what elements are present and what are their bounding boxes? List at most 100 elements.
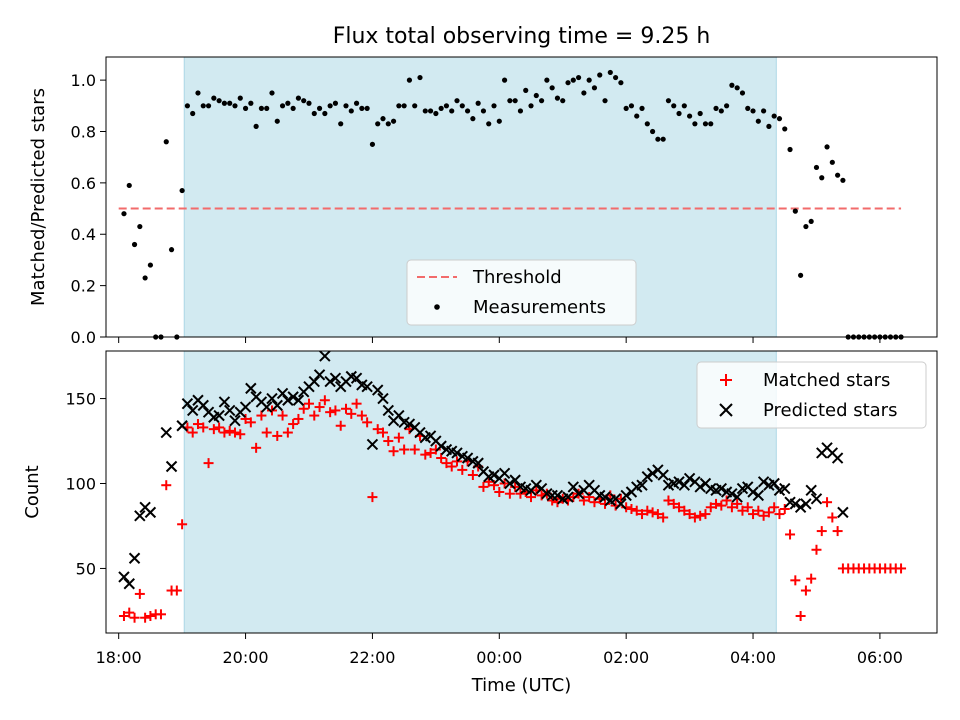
matched-star-point <box>816 526 827 537</box>
measurement-point <box>131 241 138 248</box>
matched-star-point <box>510 481 521 492</box>
matched-star-point <box>192 419 203 430</box>
measurement-point <box>285 100 291 106</box>
predicted-x-b <box>345 370 357 383</box>
measurement-point <box>369 141 376 147</box>
predicted-x-b <box>461 452 474 464</box>
measurement-point <box>660 136 666 142</box>
measurement-point <box>739 90 746 96</box>
measurement-point <box>782 126 788 132</box>
predicted-star-point <box>123 578 135 590</box>
matched-star-point <box>763 507 774 518</box>
matched-star-point <box>568 492 579 503</box>
measurement-point <box>496 118 502 124</box>
measurement-point <box>190 110 196 117</box>
matched-star-point <box>737 505 748 516</box>
measurement-point <box>137 223 143 230</box>
matched-star-point <box>335 420 346 431</box>
matched-star-point <box>346 408 357 419</box>
matched-star-point <box>330 405 341 416</box>
predicted-x-b <box>255 396 268 408</box>
measurement-point <box>486 121 492 127</box>
predicted-x-b <box>139 501 151 513</box>
top-ytick-label: 1.0 <box>71 71 96 90</box>
measurement-point <box>359 105 365 111</box>
predicted-x-b <box>779 482 791 495</box>
predicted-x-b <box>678 479 691 491</box>
measurement-point <box>412 103 418 109</box>
measurement-point <box>623 105 629 111</box>
measurement-point <box>634 113 640 119</box>
predicted-x-b <box>620 489 632 502</box>
measurement-point <box>332 100 339 106</box>
measurement-point <box>227 100 233 106</box>
measurement-point <box>179 187 185 194</box>
xtick-label: 18:00 <box>96 648 142 667</box>
predicted-x-b <box>218 396 231 408</box>
predicted-x-b <box>715 482 728 495</box>
predicted-x-b <box>393 409 405 422</box>
measurement-point <box>375 121 381 127</box>
measurement-point <box>612 74 619 81</box>
measurement-point <box>618 80 624 86</box>
measurement-point <box>417 74 423 81</box>
measurement-point <box>163 139 169 145</box>
predicted-star-point <box>366 438 379 451</box>
predicted-star-point <box>144 506 157 519</box>
predicted-x-b <box>372 384 384 396</box>
matched-star-point <box>457 464 468 475</box>
predicted-x-b <box>266 392 278 405</box>
predicted-x-b <box>699 477 712 490</box>
predicted-star-point <box>329 372 342 384</box>
matched-star-point <box>600 498 611 509</box>
measurement-point <box>126 182 132 189</box>
measurement-point <box>676 110 682 117</box>
matched-star-point <box>483 476 494 487</box>
predicted-star-point <box>382 404 394 417</box>
predicted-x-b <box>409 421 421 434</box>
predicted-star-point <box>768 477 780 490</box>
predicted-x-b <box>657 469 669 481</box>
predicted-x-b <box>186 404 199 417</box>
predicted-star-point <box>567 481 580 493</box>
predicted-star-point <box>488 469 500 481</box>
legend-threshold-label: Threshold <box>472 267 562 288</box>
predicted-star-point <box>562 491 574 503</box>
predicted-x-b <box>287 391 299 403</box>
measurement-point <box>427 108 434 114</box>
predicted-x-b <box>551 489 564 502</box>
matched-star-point <box>399 444 410 455</box>
predicted-x-b <box>276 387 289 400</box>
top-x-ticks <box>118 337 881 343</box>
predicted-x-b <box>498 467 511 480</box>
matched-star-point <box>298 403 309 414</box>
matched-star-point <box>251 442 262 453</box>
measurement-point <box>829 159 835 165</box>
predicted-x-b <box>705 482 717 495</box>
measurement-point <box>718 108 724 114</box>
predicted-x-b <box>673 476 685 488</box>
predicted-star-point <box>223 404 236 417</box>
matched-star-point <box>288 419 299 430</box>
predicted-x-b <box>747 486 759 498</box>
matched-star-point <box>452 456 463 467</box>
matched-star-point <box>325 407 336 418</box>
measurement-point <box>798 272 804 278</box>
matched-star-point <box>351 398 362 409</box>
predicted-star-point <box>128 552 141 564</box>
measurement-point <box>142 275 148 281</box>
predicted-star-point <box>361 380 373 393</box>
matched-star-point <box>668 498 679 509</box>
measurement-point <box>713 105 719 111</box>
bottom-axes-frame <box>105 350 938 634</box>
measurement-point <box>200 103 206 109</box>
measurement-point <box>242 105 249 111</box>
measurement-point <box>824 144 830 150</box>
matched-star-point <box>478 481 489 492</box>
matched-star-point <box>161 480 172 491</box>
bottom-y-ticks: 50 100 150 <box>65 390 106 578</box>
measurement-point <box>211 95 217 101</box>
measurement-point <box>819 175 825 181</box>
predicted-x-b <box>424 430 437 442</box>
predicted-star-point <box>403 418 416 430</box>
